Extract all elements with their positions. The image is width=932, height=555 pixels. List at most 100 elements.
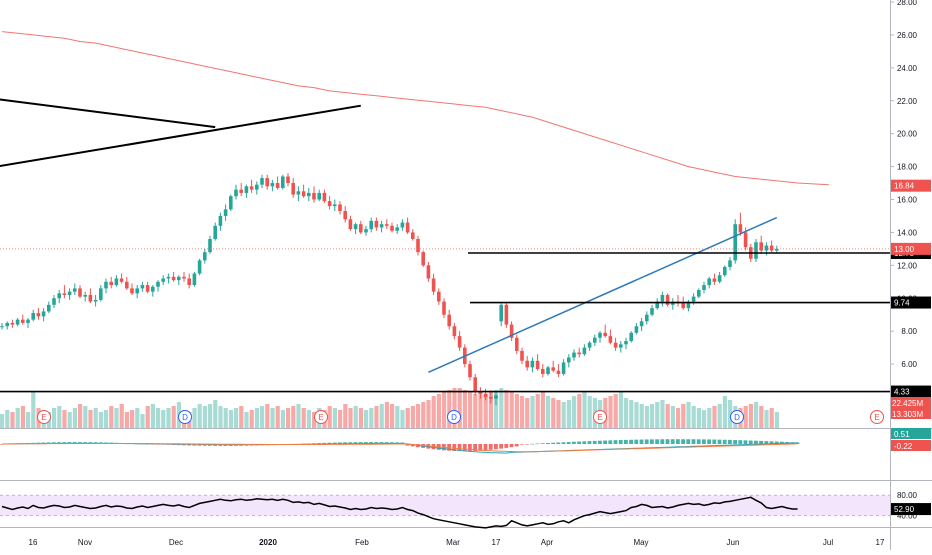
candle-body (650, 308, 654, 315)
candle (41, 308, 46, 322)
candle (161, 275, 165, 286)
candle-body (603, 332, 607, 337)
volume-bar (260, 406, 265, 428)
candle (723, 265, 727, 277)
candle (338, 201, 342, 215)
candle (229, 194, 233, 212)
earnings-marker[interactable]: E (593, 410, 607, 424)
candle (62, 285, 67, 299)
candle-body (353, 224, 358, 230)
rsi-line (1, 496, 798, 529)
candle (509, 321, 514, 342)
uptrend-line[interactable] (428, 216, 778, 373)
time-tick-label: Jul (823, 538, 833, 547)
candle (489, 390, 493, 404)
candle-body (57, 293, 61, 299)
dividend-marker[interactable]: D (730, 410, 744, 424)
dividend-marker[interactable]: D (447, 410, 461, 424)
candle-body (192, 273, 197, 286)
candle (99, 285, 103, 302)
candle (52, 294, 56, 309)
marker-circle (37, 410, 51, 424)
volume-bar (301, 408, 306, 428)
time-tick-label: 2020 (259, 538, 277, 547)
candle (109, 276, 113, 289)
earnings-marker[interactable]: E (37, 410, 51, 424)
candle-body (177, 276, 181, 281)
dividend-marker[interactable]: D (178, 410, 192, 424)
macd-histogram-bar (358, 442, 363, 444)
candle-body (551, 367, 555, 371)
macd-histogram-bar (743, 440, 748, 444)
volume-bar (384, 402, 389, 428)
candle-body (88, 294, 93, 302)
candle-body (775, 248, 779, 251)
time-tick-label: Jun (727, 538, 740, 547)
macd-histogram-bar (499, 444, 503, 449)
candle-body (754, 242, 758, 259)
candle (697, 288, 701, 299)
macd-histogram-bar (150, 444, 155, 445)
macd-histogram-bar (660, 439, 665, 444)
volume-bar (270, 408, 275, 428)
candle (733, 219, 737, 264)
volume-bar (618, 392, 623, 428)
volume-bar (431, 396, 436, 428)
candle (530, 357, 535, 373)
candle (416, 235, 420, 256)
candle (754, 239, 758, 263)
volume-bar (634, 402, 639, 428)
candle (255, 181, 259, 195)
candle (561, 359, 566, 376)
macd-histogram-bar (509, 444, 514, 448)
earnings-marker[interactable]: E (314, 410, 328, 424)
candle (151, 285, 155, 297)
candle-body (317, 192, 321, 200)
candle (192, 271, 197, 287)
macd-signal-line (2, 443, 798, 453)
volume-bar (239, 406, 244, 428)
macd-histogram-bar (364, 442, 368, 444)
volume-bar (535, 394, 540, 428)
volume-bar (670, 406, 675, 428)
candle-body (520, 350, 524, 361)
macd-histogram-bar (317, 443, 321, 444)
candle (525, 355, 529, 371)
candle-body (421, 252, 425, 266)
price-label-bg (891, 296, 931, 309)
earnings-marker[interactable]: E (870, 410, 884, 424)
candle (322, 189, 327, 203)
candle (307, 187, 311, 202)
time-tick-label: Dec (169, 538, 183, 547)
volume-bar (67, 412, 72, 428)
candle (125, 276, 129, 291)
candle-body (655, 301, 659, 309)
volume-bar (442, 392, 447, 428)
trend-line[interactable] (0, 98, 216, 129)
trend-line[interactable] (0, 104, 361, 168)
volume-bar (561, 402, 566, 428)
price-label: 9.74 (894, 299, 910, 308)
macd-histogram-bar (572, 441, 576, 444)
candle-body (286, 176, 290, 184)
macd-histogram-bar (613, 440, 618, 444)
candle-body (255, 184, 259, 190)
candle (223, 204, 228, 221)
candle (265, 174, 269, 190)
rsi-label-bg (891, 503, 931, 516)
volume-bar (520, 396, 525, 428)
candle (260, 174, 264, 188)
candle-body (411, 232, 415, 239)
macd-histogram-bar (722, 439, 727, 444)
time-tick-label: Apr (541, 538, 554, 547)
candle (359, 220, 363, 235)
volume-bar (197, 404, 202, 428)
candle-body (369, 220, 373, 230)
candle (660, 291, 665, 307)
macd-histogram-bar (738, 440, 743, 444)
macd-histogram-bar (525, 444, 529, 445)
candle (130, 283, 134, 295)
candle-body (629, 332, 633, 342)
